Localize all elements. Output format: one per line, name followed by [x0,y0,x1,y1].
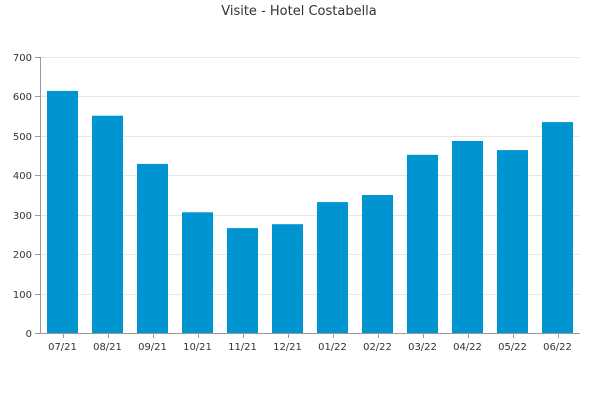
gridlines [40,57,580,295]
bar-09-21 [137,163,168,333]
y-tick-label-3: 300 [13,211,32,222]
bars [47,90,573,334]
x-tick-label-0: 07/21 [48,342,77,353]
bar-05-22 [497,150,528,333]
x-tick-label-5: 12/21 [273,342,302,353]
tick-labels: 0 100 200 300 400 500 600 700 07/21 08/21 09/21 10/… [13,53,572,353]
x-tick-label-11: 06/22 [543,342,572,353]
bar-11-21 [227,228,258,333]
y-tick-label-6: 600 [13,92,32,103]
y-tick-label-4: 400 [13,171,32,182]
bar-07-21 [47,90,78,334]
y-tick-label-5: 500 [13,132,32,143]
bar-12-21 [272,224,303,333]
y-tick-label-0: 0 [26,329,32,340]
x-tick-label-9: 04/22 [453,342,482,353]
x-tick-label-8: 03/22 [408,342,437,353]
bar-08-21 [92,115,123,333]
y-tick-label-1: 100 [13,290,32,301]
x-tick-label-3: 10/21 [183,342,212,353]
x-tick-label-6: 01/22 [318,342,347,353]
bar-01-22 [317,202,348,333]
bar-04-22 [452,141,483,333]
chart-title: Visite - Hotel Costabella [221,4,377,19]
x-tick-label-1: 08/21 [93,342,122,353]
axes [35,57,580,338]
x-tick-label-10: 05/22 [498,342,527,353]
x-tick-label-7: 02/22 [363,342,392,353]
bar-03-22 [407,154,438,333]
y-tick-label-7: 700 [13,53,32,64]
bar-10-21 [182,212,213,333]
x-tick-label-2: 09/21 [138,342,167,353]
bar-06-22 [542,122,573,333]
y-tick-label-2: 200 [13,250,32,261]
bar-02-22 [362,195,393,333]
x-tick-label-4: 11/21 [228,342,257,353]
